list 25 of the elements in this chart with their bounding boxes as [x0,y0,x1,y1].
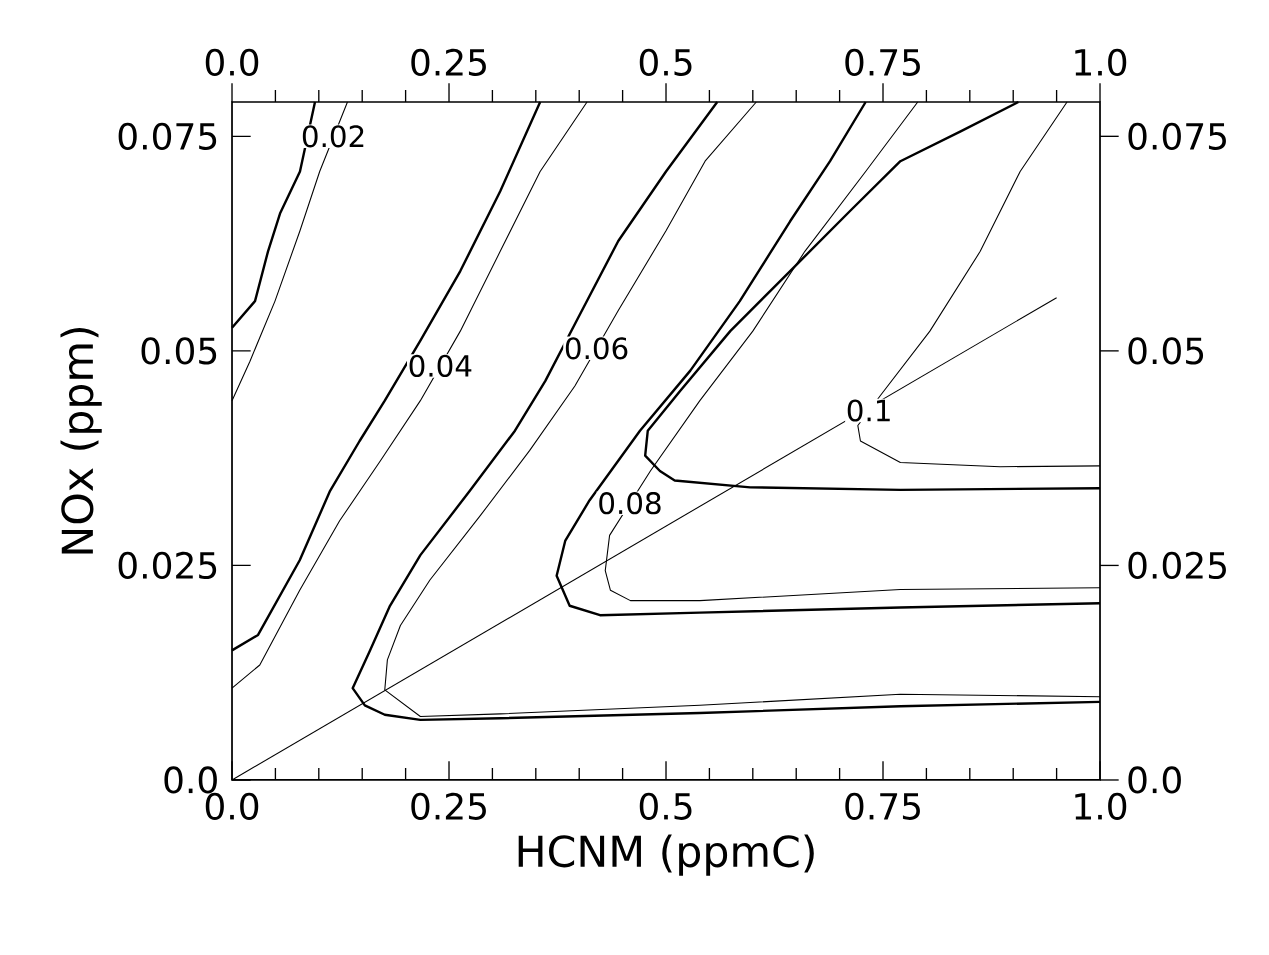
y-tick-label: 0.025 [118,551,217,580]
y-axis-title: NOx (ppm) [60,328,102,554]
annotation: 0.1 [847,399,890,422]
x2-tick-label: 0.25 [411,48,486,76]
x-axis-title: HCNM (ppmC) [518,834,814,876]
x-tick-label: 0.25 [411,792,486,820]
y-tick-label: 0.075 [118,122,217,150]
x-tick-label: 1.0 [1075,792,1127,820]
x2-tick-label: 0.75 [845,48,920,76]
x-tick-label: 0.0 [205,792,259,820]
y2-tick-label: 0.075 [1128,122,1226,150]
y-tick-label: 0.05 [141,337,217,365]
annotation: 0.02 [302,125,364,148]
annotation: 0.08 [599,492,661,515]
annotation: 0.04 [409,354,472,377]
y2-tick-label: 0.0 [1128,766,1181,794]
y2-tick-label: 0.05 [1128,337,1204,365]
annotation: 0.06 [565,337,628,360]
x-tick-label: 0.75 [845,792,920,820]
x-tick-label: 0.5 [639,792,692,820]
x2-tick-label: 1.0 [1075,48,1127,76]
x2-tick-label: 0.0 [205,48,259,76]
y2-tick-label: 0.025 [1128,551,1226,580]
y-tick-label: 0.0 [164,766,217,794]
x2-tick-label: 0.5 [639,48,692,76]
